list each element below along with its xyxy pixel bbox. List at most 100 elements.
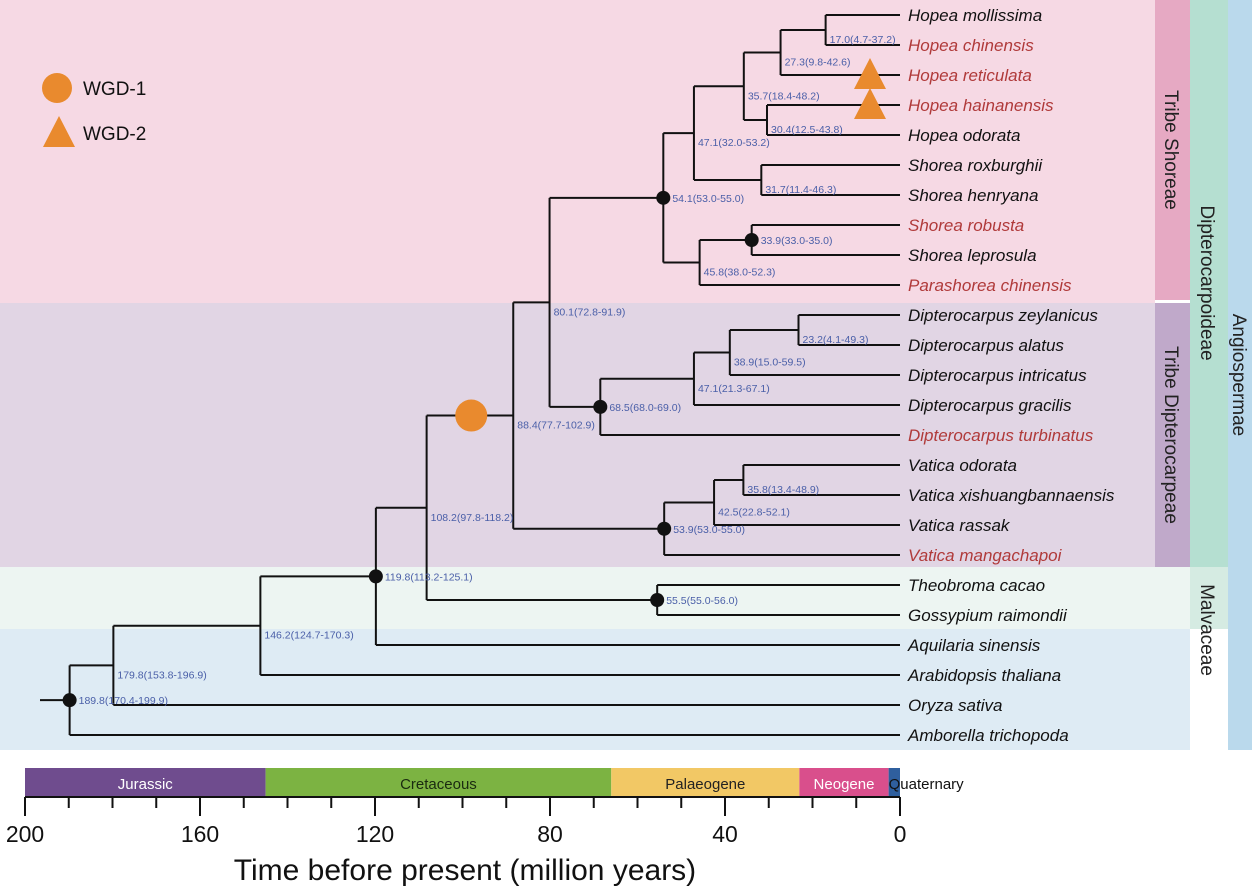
node-age-label: 68.5(68.0-69.0) — [609, 402, 681, 414]
period-label: Quaternary — [889, 776, 965, 793]
node-age-label: 33.9(33.0-35.0) — [761, 235, 833, 247]
leaf-label: Theobroma cacao — [908, 576, 1045, 595]
axis-title: Time before present (million years) — [234, 854, 696, 887]
wgd2-triangle-icon — [854, 88, 886, 119]
leaf-label: Parashorea chinensis — [908, 276, 1072, 295]
node-age-label: 53.9(53.0-55.0) — [673, 524, 745, 536]
wgd2-legend-label: WGD-2 — [83, 124, 146, 145]
phylogenetic-tree: Hopea mollissima Hopea chinensis 17.0(4.7-… — [40, 6, 1115, 745]
leaf-label: Shorea leprosula — [908, 246, 1037, 265]
outgroup-band — [0, 629, 1190, 750]
clade-background-bands — [0, 0, 1252, 750]
tick-label: 0 — [894, 821, 907, 847]
leaf-label: Vatica rassak — [908, 516, 1011, 535]
node-age-label: 179.8(153.8-196.9) — [117, 669, 206, 681]
leaf-label: Hopea reticulata — [908, 66, 1032, 85]
calibration-point-icon — [656, 190, 671, 205]
node-age-label: 38.9(15.0-59.5) — [734, 357, 806, 369]
malvaceae-bar — [1190, 567, 1228, 629]
leaf-label: Vatica odorata — [908, 456, 1017, 475]
wgd2-legend-triangle-icon — [43, 116, 75, 147]
tick-label: 200 — [6, 821, 44, 847]
leaf-label: Dipterocarpus alatus — [908, 336, 1064, 355]
period-bar-jurassic — [25, 768, 266, 797]
node-age-label: 23.2(4.1-49.3) — [803, 334, 869, 346]
angiospermae-label: Angiospermae — [1228, 314, 1249, 437]
leaf-label: Gossypium raimondii — [908, 606, 1068, 625]
period-bar-cretaceous — [265, 768, 612, 797]
node-age-label: 54.1(53.0-55.0) — [672, 193, 744, 205]
node-age-label: 119.8(113.2-125.1) — [385, 571, 473, 583]
time-axis: Jurassic Cretaceous Palaeogene Neogene Quate… — [6, 768, 964, 887]
leaf-label: Vatica mangachapoi — [908, 546, 1063, 565]
leaf-label: Amborella trichopoda — [907, 726, 1069, 745]
node-age-label: 17.0(4.7-37.2) — [830, 34, 896, 46]
calibration-point-icon — [744, 233, 759, 247]
node-age-label: 47.1(21.3-67.1) — [698, 383, 770, 395]
period-bar-neogene — [799, 768, 889, 797]
node-age-label: 30.4(12.5-43.8) — [771, 124, 843, 136]
node-age-label: 55.5(55.0-56.0) — [666, 595, 738, 607]
node-age-label: 88.4(77.7-102.9) — [517, 420, 595, 432]
leaf-label: Vatica xishuangbannaensis — [908, 486, 1115, 505]
node-age-label: 35.8(13.4-48.9) — [747, 484, 819, 496]
period-label: Palaeogene — [665, 776, 745, 793]
wgd2-triangle-icon — [854, 58, 886, 89]
tick-label: 120 — [356, 821, 394, 847]
period-label: Jurassic — [118, 776, 174, 793]
tick-label: 160 — [181, 821, 219, 847]
legend: WGD-1 WGD-2 — [42, 73, 146, 147]
dipterocarpeae-band — [0, 303, 1155, 567]
tribe-shoreae-bar — [1155, 0, 1190, 300]
leaf-label: Shorea roxburghii — [908, 156, 1043, 175]
malvaceae-band — [0, 567, 1190, 629]
leaf-label: Hopea chinensis — [908, 36, 1034, 55]
leaf-label: Dipterocarpus gracilis — [908, 396, 1072, 415]
node-age-label: 146.2(124.7-170.3) — [264, 630, 353, 642]
period-label: Neogene — [814, 776, 875, 793]
node-age-label: 189.8(170.4-199.9) — [79, 695, 168, 707]
shoreae-band — [0, 0, 1155, 303]
clade-labels: Tribe Shoreae Tribe Dipterocarpeae Dipte… — [1160, 90, 1249, 676]
node-age-label: 35.7(18.4-48.2) — [748, 90, 820, 102]
leaf-label: Dipterocarpus intricatus — [908, 366, 1087, 385]
leaf-label: Hopea odorata — [908, 126, 1020, 145]
leaf-label: Arabidopsis thaliana — [907, 666, 1061, 685]
period-bar-quaternary — [888, 768, 900, 797]
tribe-shoreae-label: Tribe Shoreae — [1160, 90, 1181, 210]
calibration-point-icon — [657, 521, 672, 536]
dipterocarpoideae-label: Dipterocarpoideae — [1196, 205, 1217, 360]
node-age-label: 108.2(97.8-118.2) — [431, 512, 514, 524]
wgd1-legend-circle-icon — [42, 73, 72, 103]
tick-label: 40 — [712, 821, 738, 847]
wgd1-circle-icon — [455, 399, 488, 432]
calibration-point-icon — [650, 593, 665, 607]
node-age-label: 42.5(22.8-52.1) — [718, 507, 790, 519]
leaf-label: Dipterocarpus zeylanicus — [908, 306, 1098, 325]
leaf-label: Hopea mollissima — [908, 6, 1042, 25]
leaf-label: Hopea hainanensis — [908, 96, 1054, 115]
angiospermae-bar — [1228, 0, 1252, 750]
dipterocarpoideae-bar — [1190, 0, 1228, 567]
calibration-point-icon — [368, 569, 383, 584]
leaf-label: Oryza sativa — [908, 696, 1002, 715]
calibration-point-icon — [593, 399, 608, 414]
node-age-label: 47.1(32.0-53.2) — [698, 137, 770, 149]
node-age-label: 31.7(11.4-46.3) — [765, 184, 836, 196]
tribe-dipterocarpeae-label: Tribe Dipterocarpeae — [1160, 346, 1181, 524]
leaf-label: Shorea henryana — [908, 186, 1038, 205]
node-age-label: 45.8(38.0-52.3) — [704, 267, 776, 279]
leaf-label: Dipterocarpus turbinatus — [908, 426, 1094, 445]
node-age-label: 27.3(9.8-42.6) — [785, 57, 851, 69]
leaf-label: Aquilaria sinensis — [907, 636, 1041, 655]
leaf-label: Shorea robusta — [908, 216, 1024, 235]
tribe-dipterocarpeae-bar — [1155, 303, 1190, 567]
wgd1-legend-label: WGD-1 — [83, 79, 146, 100]
tick-label: 80 — [537, 821, 563, 847]
malvaceae-label: Malvaceae — [1196, 584, 1217, 676]
calibration-point-icon — [62, 693, 77, 708]
node-age-label: 80.1(72.8-91.9) — [554, 306, 626, 318]
period-bar-palaeogene — [611, 768, 800, 797]
period-label: Cretaceous — [400, 776, 477, 793]
